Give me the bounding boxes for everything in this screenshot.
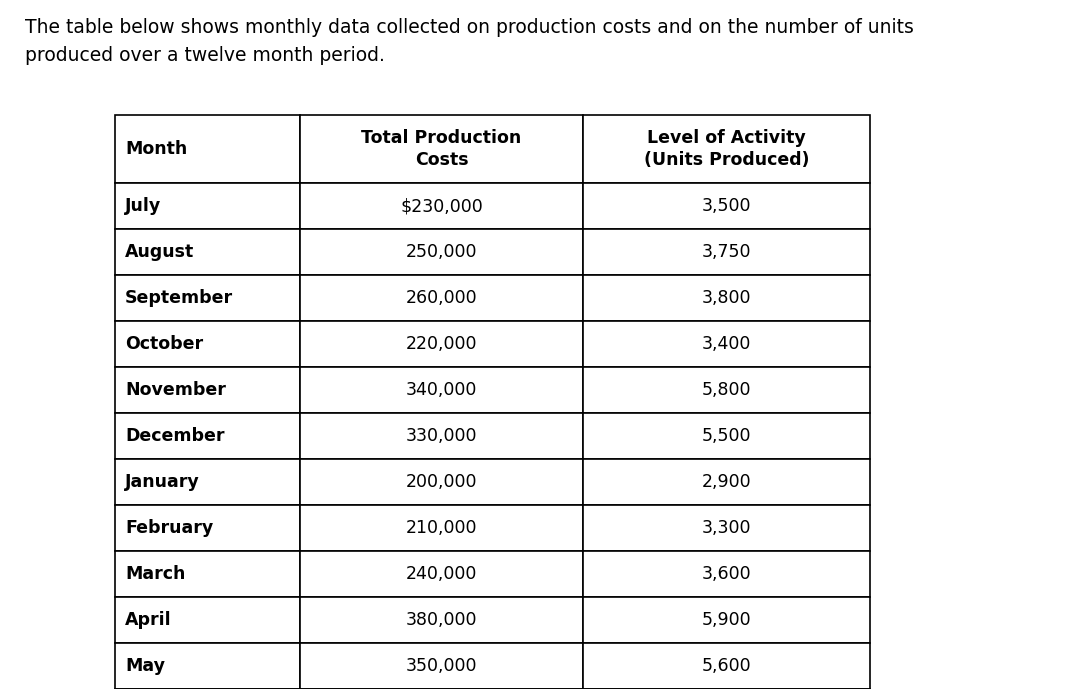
Bar <box>115 643 300 689</box>
Text: 220,000: 220,000 <box>406 335 477 353</box>
Bar <box>300 229 583 275</box>
Bar <box>300 505 583 551</box>
Text: 2,900: 2,900 <box>701 473 752 491</box>
Bar <box>115 459 300 505</box>
Bar <box>583 275 870 321</box>
Text: 5,500: 5,500 <box>702 427 752 445</box>
Bar <box>115 597 300 643</box>
Bar <box>115 275 300 321</box>
Text: 5,800: 5,800 <box>702 381 752 399</box>
Bar <box>583 229 870 275</box>
Text: 240,000: 240,000 <box>406 565 477 583</box>
Bar <box>583 505 870 551</box>
Bar <box>115 229 300 275</box>
Bar <box>583 551 870 597</box>
Bar <box>300 551 583 597</box>
Text: 330,000: 330,000 <box>406 427 477 445</box>
Text: November: November <box>125 381 226 399</box>
Text: 340,000: 340,000 <box>406 381 477 399</box>
Text: August: August <box>125 243 195 261</box>
Bar <box>583 413 870 459</box>
Text: October: October <box>125 335 203 353</box>
Bar <box>300 115 583 183</box>
Bar <box>300 275 583 321</box>
Bar <box>300 643 583 689</box>
Text: 5,900: 5,900 <box>701 611 752 629</box>
Bar <box>300 367 583 413</box>
Text: 210,000: 210,000 <box>406 519 477 537</box>
Text: 350,000: 350,000 <box>406 657 477 675</box>
Bar <box>300 321 583 367</box>
Text: Month: Month <box>125 140 187 158</box>
Bar <box>300 413 583 459</box>
Text: July: July <box>125 197 161 215</box>
Text: $230,000: $230,000 <box>400 197 483 215</box>
Text: Total Production
Costs: Total Production Costs <box>361 129 522 169</box>
Bar <box>115 551 300 597</box>
Text: February: February <box>125 519 213 537</box>
Text: 3,300: 3,300 <box>702 519 752 537</box>
Text: 5,600: 5,600 <box>701 657 752 675</box>
Text: 250,000: 250,000 <box>406 243 477 261</box>
Bar <box>115 321 300 367</box>
Text: 3,400: 3,400 <box>702 335 752 353</box>
Text: The table below shows monthly data collected on production costs and on the numb: The table below shows monthly data colle… <box>25 18 914 65</box>
Text: 3,800: 3,800 <box>702 289 752 307</box>
Bar <box>583 643 870 689</box>
Bar <box>300 597 583 643</box>
Bar <box>300 459 583 505</box>
Text: January: January <box>125 473 200 491</box>
Bar <box>583 115 870 183</box>
Text: 3,500: 3,500 <box>702 197 752 215</box>
Text: 3,750: 3,750 <box>702 243 752 261</box>
Bar <box>583 459 870 505</box>
Text: September: September <box>125 289 233 307</box>
Bar <box>583 367 870 413</box>
Bar <box>115 505 300 551</box>
Bar <box>115 183 300 229</box>
Text: December: December <box>125 427 224 445</box>
Bar <box>115 115 300 183</box>
Bar <box>115 413 300 459</box>
Text: 260,000: 260,000 <box>406 289 478 307</box>
Text: Level of Activity
(Units Produced): Level of Activity (Units Produced) <box>644 129 809 169</box>
Text: 3,600: 3,600 <box>701 565 752 583</box>
Bar <box>115 367 300 413</box>
Bar <box>583 183 870 229</box>
Bar <box>583 321 870 367</box>
Text: May: May <box>125 657 165 675</box>
Bar <box>300 183 583 229</box>
Text: 380,000: 380,000 <box>406 611 477 629</box>
Bar <box>583 597 870 643</box>
Text: April: April <box>125 611 172 629</box>
Text: March: March <box>125 565 185 583</box>
Text: 200,000: 200,000 <box>406 473 477 491</box>
